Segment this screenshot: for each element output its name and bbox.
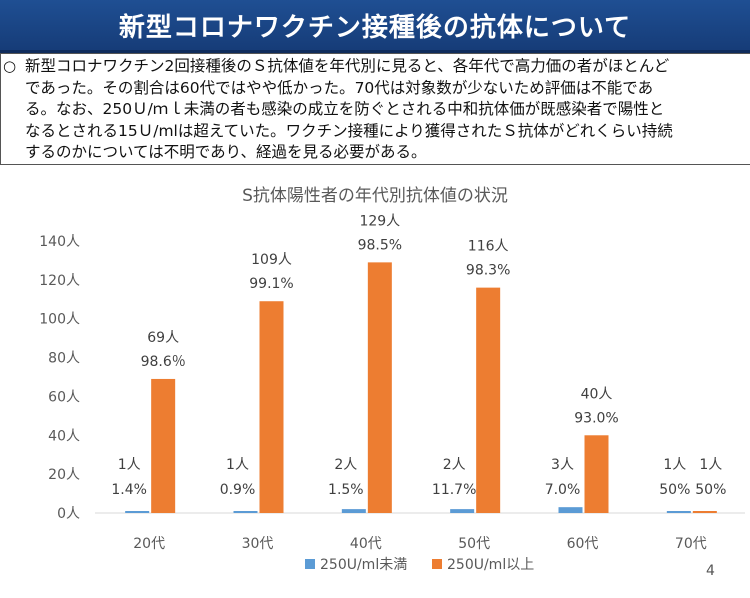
data-label-count: 1人: [663, 457, 686, 473]
legend-swatch-250-plus: [432, 559, 442, 569]
bullet-icon: ○: [3, 57, 17, 75]
bar-under-250: [558, 507, 583, 513]
data-label-count: 2人: [443, 457, 466, 473]
y-tick-label: 60人: [48, 389, 80, 405]
bar-250-plus: [692, 511, 717, 513]
y-tick-label: 0人: [57, 506, 80, 522]
x-tick-label: 20代: [133, 536, 165, 552]
legend-swatch-under-250: [305, 559, 315, 569]
chart-title: S抗体陽性者の年代別抗体値の状況: [242, 186, 508, 206]
data-label-count: 1人: [118, 457, 141, 473]
x-tick-label: 60代: [567, 536, 599, 552]
note-line: る。なお、250Ｕ/ｍｌ未満の者も感染の成立を防ぐとされる中和抗体価が既感染者で…: [25, 100, 665, 118]
slide-title: 新型コロナワクチン接種後の抗体について: [118, 12, 632, 43]
data-label-count: 2人: [334, 457, 357, 473]
bar-under-250: [125, 511, 150, 513]
bar-250-plus: [367, 262, 392, 513]
bar-chart: S抗体陽性者の年代別抗体値の状況 0人 20人 40人 60人 80人 100人 120人 14…: [39, 186, 745, 573]
data-label-percent: 7.0%: [545, 482, 581, 498]
data-label-count: 40人: [581, 386, 613, 402]
y-tick-label: 80人: [48, 351, 80, 367]
data-label-count: 1人: [699, 457, 722, 473]
y-tick-label: 20人: [48, 467, 80, 483]
data-label-percent: 0.9%: [220, 482, 256, 498]
data-label-count: 69人: [147, 330, 179, 346]
bar-under-250: [233, 511, 258, 513]
slide-title-bar: 新型コロナワクチン接種後の抗体について: [0, 0, 750, 53]
data-label-percent: 98.5%: [358, 237, 402, 253]
note-text: 新型コロナワクチン2回接種後のＳ抗体値を年代別に見ると、各年代で高力価の者がほと…: [25, 56, 750, 164]
data-label-percent: 1.5%: [328, 482, 364, 498]
note-line: 新型コロナワクチン2回接種後のＳ抗体値を年代別に見ると、各年代で高力価の者がほと…: [25, 57, 670, 75]
y-tick-label: 140人: [39, 234, 80, 250]
data-label-percent: 50%: [695, 482, 726, 498]
note-line: であった。その割合は60代ではやや低かった。70代は対象数が少ないため評価は不能…: [25, 78, 654, 97]
page-number: 4: [706, 563, 715, 579]
bar-under-250: [666, 511, 691, 513]
bar-250-plus: [151, 378, 176, 513]
data-label-percent: 11.7%: [432, 482, 476, 498]
data-label-percent: 1.4%: [111, 482, 147, 498]
note-box: ○ 新型コロナワクチン2回接種後のＳ抗体値を年代別に見ると、各年代で高力価の者が…: [0, 53, 750, 165]
data-label-count: 1人: [226, 457, 249, 473]
data-label-percent: 98.6％: [141, 354, 186, 370]
x-tick-label: 70代: [675, 536, 707, 552]
y-tick-label: 100人: [39, 312, 80, 328]
data-label-count: 129人: [359, 213, 400, 229]
data-label-percent: 99.1%: [249, 276, 293, 292]
chart-area: S抗体陽性者の年代別抗体値の状況 0人 20人 40人 60人 80人 100人 120人 14…: [0, 173, 750, 594]
y-tick-label: 120人: [39, 273, 80, 289]
x-tick-label: 30代: [242, 536, 274, 552]
note-line: なるとされる15Ｕ/mlは超えていた。ワクチン接種により獲得されたＳ抗体がどれく…: [25, 121, 673, 140]
x-tick-label: 40代: [350, 536, 382, 552]
bar-250-plus: [476, 287, 501, 513]
data-label-percent: 50%: [659, 482, 690, 498]
legend-label-250-plus: 250U/ml以上: [447, 557, 534, 573]
bar-under-250: [450, 509, 475, 513]
bar-250-plus: [259, 301, 284, 513]
data-label-percent: 98.3%: [466, 263, 510, 279]
note-line: するのかについては不明であり、経過を見る必要がある。: [25, 143, 427, 161]
data-label-count: 109人: [251, 252, 292, 268]
data-label-count: 116人: [468, 239, 509, 255]
x-tick-label: 50代: [458, 536, 490, 552]
data-label-percent: 93.0%: [574, 410, 618, 426]
bar-250-plus: [584, 435, 609, 513]
y-tick-label: 40人: [48, 428, 80, 444]
bar-under-250: [341, 509, 366, 513]
legend-label-under-250: 250U/ml未満: [320, 557, 407, 573]
data-label-count: 3人: [551, 457, 574, 473]
